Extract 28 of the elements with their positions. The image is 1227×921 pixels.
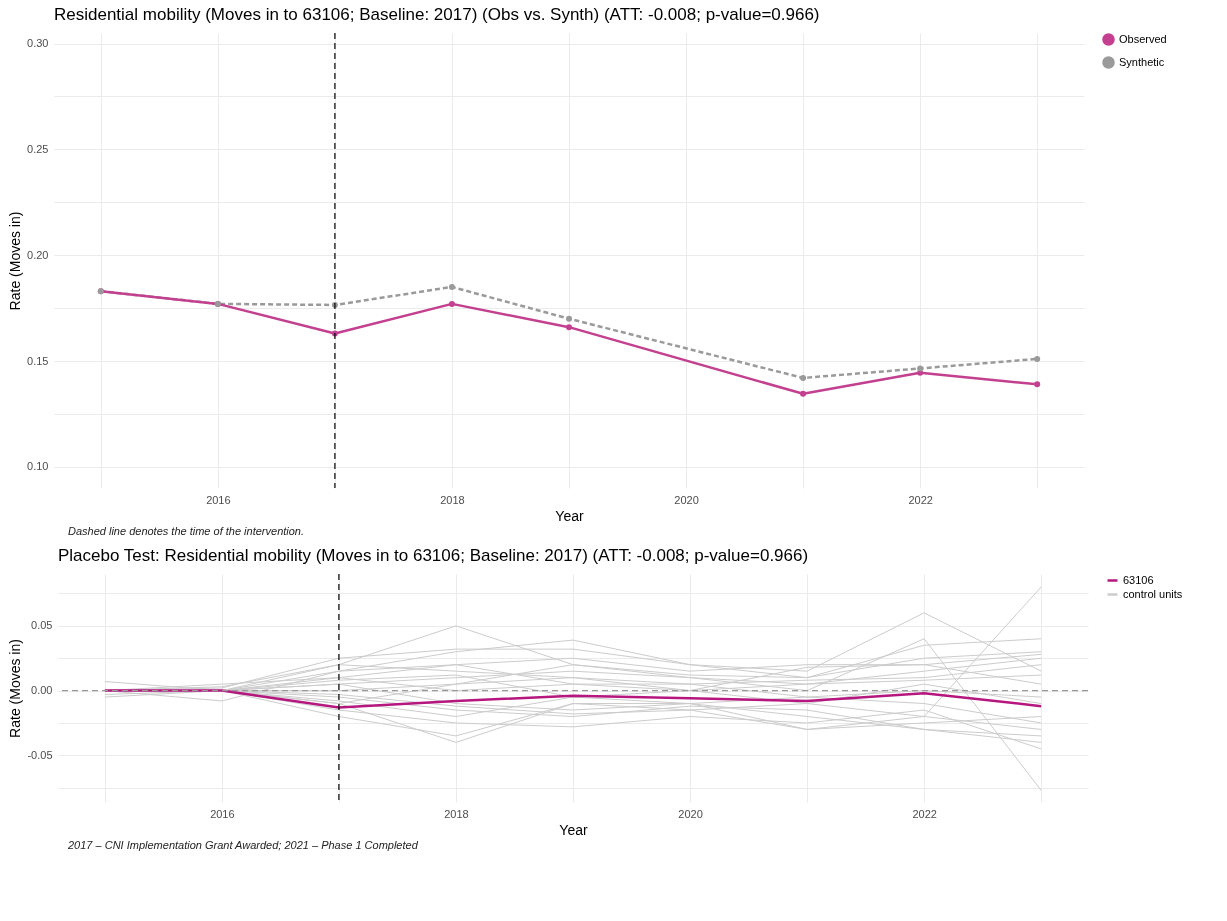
text: Dashed line denotes the time of the intervention.: [68, 525, 306, 537]
x-axis-title: Year: [555, 507, 584, 524]
x-tick-label: 2020: [674, 493, 699, 506]
y-axis-title: Rate (Moves in): [7, 211, 24, 311]
y-tick-label: 0.20: [27, 248, 49, 261]
y-axis-title: Rate (Moves in): [7, 639, 24, 738]
y-tick-label: 0.00: [31, 684, 53, 697]
x-tick-label: 2020: [678, 807, 703, 820]
chart-title: Residential mobility (Moves in to 63106; Baseline: 2017) (Obs vs. Synth) (ATT: -0.008; p-value=0.966): [54, 5, 820, 25]
x-tick-label: 2016: [210, 807, 235, 820]
legend-label: Observed: [1119, 32, 1167, 45]
y-tick-label: 0.10: [27, 460, 49, 473]
y-tick-label: 0.15: [27, 354, 49, 367]
y-tick-label: 0.25: [27, 142, 49, 155]
chart-title: Placebo Test: Residential mobility (Moves in to 63106; Baseline: 2017) (ATT: -0.008; p-value=0.966): [58, 546, 809, 566]
y-tick-label: 0.30: [27, 37, 49, 50]
y-tick-label: 0.05: [31, 619, 53, 632]
text: 2017 – CNI Implementation Grant Awarded; 2021 – Phase 1 Completed: [68, 839, 419, 851]
y-tick-label: -0.05: [27, 748, 53, 761]
x-tick-label: 2018: [440, 493, 465, 506]
x-tick-label: 2018: [444, 807, 469, 820]
x-axis-title: Year: [559, 821, 588, 838]
legend-label: Synthetic: [1119, 55, 1165, 68]
x-tick-label: 2016: [206, 493, 231, 506]
legend-label: control units: [1123, 587, 1183, 600]
legend-label: 63106: [1123, 573, 1154, 586]
x-tick-label: 2022: [912, 807, 937, 820]
x-tick-label: 2022: [908, 493, 933, 506]
